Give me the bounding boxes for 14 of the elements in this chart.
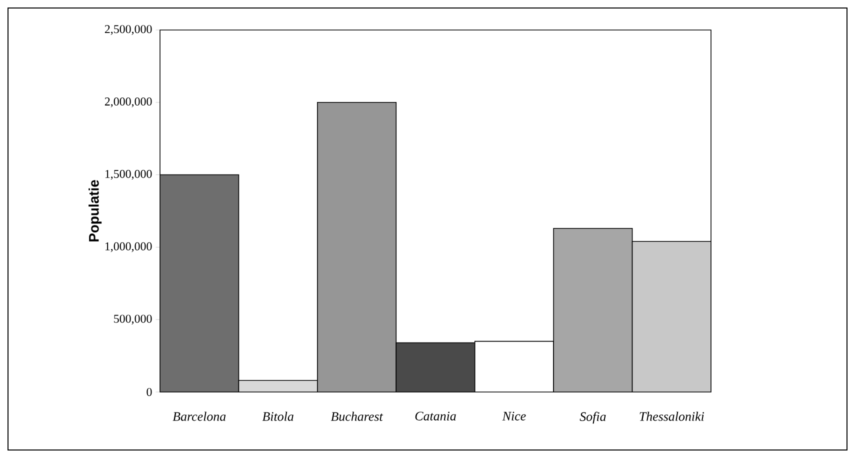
x-tick-label: Thessaloniki: [640, 412, 704, 421]
y-tick-label: 1,000,000: [105, 242, 152, 252]
y-tick-label: 0: [146, 388, 152, 396]
y-tick-label: 500,000: [114, 314, 152, 324]
y-axis-title: Populatie: [88, 180, 102, 242]
x-tick-label: Catania: [415, 412, 456, 420]
x-tick-label: Nice: [502, 412, 526, 420]
x-tick-label: Sofia: [580, 412, 606, 424]
x-tick-label: Bitola: [262, 412, 294, 421]
x-tick-label: Bucharest: [330, 412, 384, 421]
x-tick-label: Barcelona: [172, 412, 226, 421]
y-tick-label: 1,500,000: [105, 170, 152, 180]
y-tick-label: 2,500,000: [104, 25, 152, 35]
y-tick-label: 2,000,000: [104, 97, 152, 108]
